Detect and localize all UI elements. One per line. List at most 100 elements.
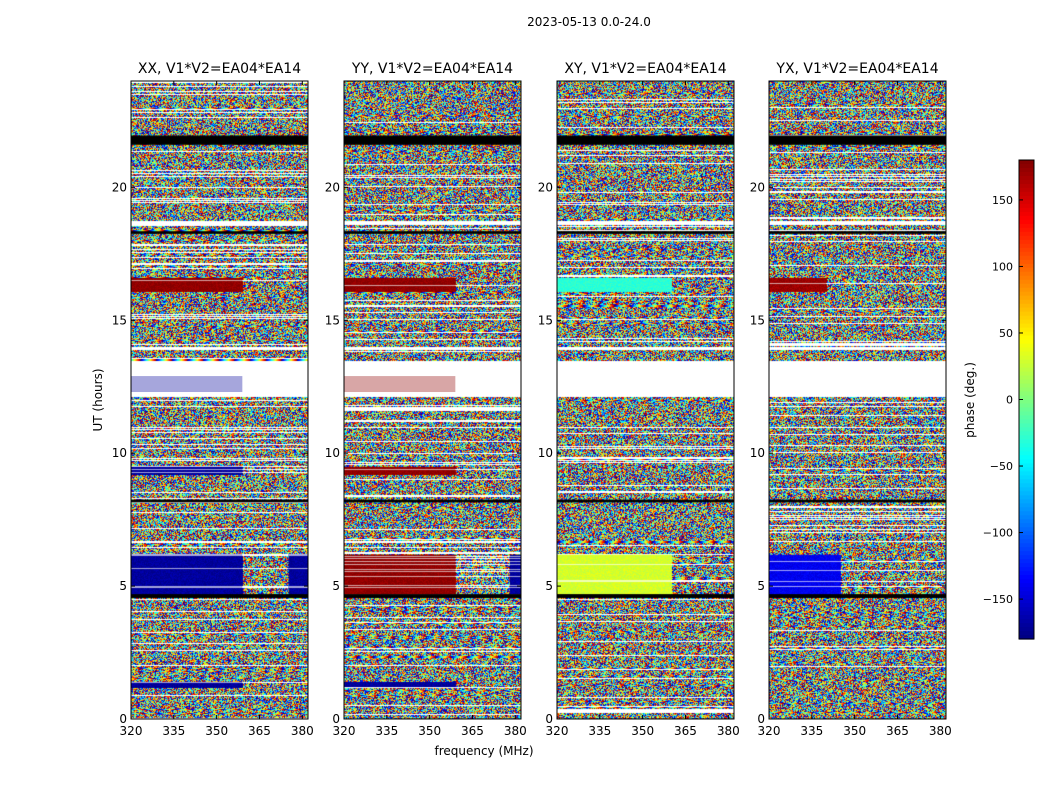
colorbar-segment bbox=[1019, 247, 1034, 253]
colorbar-segment bbox=[1019, 443, 1034, 448]
colorbar-segment bbox=[1019, 567, 1034, 572]
phase-raster-xy bbox=[557, 81, 734, 719]
panel-yx: YX, V1*V2=EA04*EA14 320 335 350 365 380 0 5 10 15… bbox=[750, 61, 952, 738]
x-tick-label: 320 bbox=[120, 724, 143, 738]
colorbar-segment bbox=[1019, 379, 1034, 385]
y-tick-label: 5 bbox=[545, 579, 553, 593]
y-tick-label: 15 bbox=[325, 313, 340, 327]
colorbar-segment bbox=[1019, 455, 1034, 460]
coherent-block-xy-1 bbox=[557, 277, 672, 292]
colorbar-segment bbox=[1019, 343, 1034, 349]
colorbar-segment bbox=[1019, 279, 1034, 285]
y-tick-label: 20 bbox=[538, 180, 553, 194]
panel-frame bbox=[556, 80, 735, 720]
colorbar-segment bbox=[1019, 623, 1034, 628]
colorbar-segment bbox=[1019, 275, 1034, 281]
colorbar-segment bbox=[1019, 579, 1034, 584]
panel-title-xy: XY, V1*V2=EA04*EA14 bbox=[564, 61, 726, 77]
colorbar-segment bbox=[1019, 507, 1034, 512]
colorbar-tick-label: 100 bbox=[992, 260, 1013, 273]
colorbar-segment bbox=[1019, 231, 1034, 237]
y-tick-label: 10 bbox=[750, 446, 765, 460]
coherent-block-xx-4 bbox=[131, 466, 243, 475]
colorbar-segment bbox=[1019, 187, 1034, 193]
colorbar-segment bbox=[1019, 251, 1034, 257]
y-tick-label: 20 bbox=[112, 180, 127, 194]
colorbar-segment bbox=[1019, 619, 1034, 624]
panel-xy: XY, V1*V2=EA04*EA14 320 335 350 365 380 0 5 10 15… bbox=[538, 61, 740, 738]
y-tick-label: 5 bbox=[332, 579, 340, 593]
coherent-block-xx-5 bbox=[131, 681, 243, 688]
colorbar-segment bbox=[1019, 535, 1034, 540]
colorbar-segment bbox=[1019, 259, 1034, 265]
colorbar-segment bbox=[1019, 495, 1034, 500]
panels-group: XX, V1*V2=EA04*EA14 320 335 350 365 380 0 5 10 15… bbox=[112, 61, 952, 738]
y-tick-label: 0 bbox=[119, 712, 127, 726]
y-tick-label: 0 bbox=[545, 712, 553, 726]
colorbar: −150 −100 −50 0 50 100 150 bbox=[983, 159, 1035, 640]
colorbar-segment bbox=[1019, 307, 1034, 313]
colorbar-segment bbox=[1019, 255, 1034, 261]
colorbar-segment bbox=[1019, 483, 1034, 488]
x-axis-label: frequency (MHz) bbox=[434, 744, 533, 758]
colorbar-segment bbox=[1019, 363, 1034, 369]
x-tick-label: 350 bbox=[843, 724, 866, 738]
colorbar-segment bbox=[1019, 395, 1034, 401]
colorbar-segment bbox=[1019, 387, 1034, 393]
colorbar-segment bbox=[1019, 515, 1034, 520]
x-tick-label: 380 bbox=[291, 724, 314, 738]
panel-title-xx: XX, V1*V2=EA04*EA14 bbox=[138, 61, 301, 77]
colorbar-tick-label: 0 bbox=[1006, 394, 1013, 407]
y-tick-label: 5 bbox=[757, 579, 765, 593]
figure-title: 2023-05-13 0.0-24.0 bbox=[527, 15, 651, 29]
colorbar-segment bbox=[1019, 371, 1034, 377]
colorbar-segment bbox=[1019, 291, 1034, 297]
coherent-block-xx-2 bbox=[131, 277, 243, 292]
colorbar-segment bbox=[1019, 299, 1034, 305]
x-tick-label: 335 bbox=[162, 724, 185, 738]
colorbar-segment bbox=[1019, 599, 1034, 604]
colorbar-label: phase (deg.) bbox=[963, 362, 977, 438]
panel-frame bbox=[768, 80, 947, 720]
colorbar-segment bbox=[1019, 347, 1034, 353]
coherent-block-yx-1 bbox=[769, 277, 827, 292]
colorbar-segment bbox=[1019, 283, 1034, 289]
colorbar-segment bbox=[1019, 391, 1034, 397]
colorbar-segment bbox=[1019, 575, 1034, 580]
colorbar-segment bbox=[1019, 243, 1034, 249]
coherent-block-xy-0 bbox=[557, 554, 672, 595]
y-axis-label: UT (hours) bbox=[91, 368, 105, 431]
x-tick-label: 320 bbox=[333, 724, 356, 738]
y-tick-label: 0 bbox=[332, 712, 340, 726]
x-tick-label: 380 bbox=[929, 724, 952, 738]
colorbar-segment bbox=[1019, 339, 1034, 345]
colorbar-segment bbox=[1019, 459, 1034, 464]
colorbar-segment bbox=[1019, 171, 1034, 177]
colorbar-segment bbox=[1019, 167, 1034, 173]
colorbar-segment bbox=[1019, 359, 1034, 365]
colorbar-segment bbox=[1019, 591, 1034, 596]
colorbar-segment bbox=[1019, 603, 1034, 608]
colorbar-segment bbox=[1019, 635, 1034, 640]
colorbar-segment bbox=[1019, 571, 1034, 576]
colorbar-segment bbox=[1019, 399, 1034, 405]
colorbar-segment bbox=[1019, 403, 1034, 409]
x-tick-label: 335 bbox=[800, 724, 823, 738]
colorbar-segment bbox=[1019, 163, 1034, 169]
colorbar-segment bbox=[1019, 479, 1034, 484]
colorbar-tick-label: 150 bbox=[992, 194, 1013, 207]
colorbar-segment bbox=[1019, 555, 1034, 560]
colorbar-segment bbox=[1019, 419, 1034, 425]
colorbar-segment bbox=[1019, 219, 1034, 225]
phase-raster-xx bbox=[131, 81, 308, 719]
colorbar-segment bbox=[1019, 431, 1034, 437]
y-tick-label: 5 bbox=[119, 579, 127, 593]
colorbar-segment bbox=[1019, 451, 1034, 456]
colorbar-segment bbox=[1019, 295, 1034, 301]
phase-raster-yx bbox=[769, 81, 946, 719]
y-tick-label: 0 bbox=[757, 712, 765, 726]
colorbar-segment bbox=[1019, 523, 1034, 528]
x-tick-label: 320 bbox=[758, 724, 781, 738]
y-tick-label: 15 bbox=[750, 313, 765, 327]
